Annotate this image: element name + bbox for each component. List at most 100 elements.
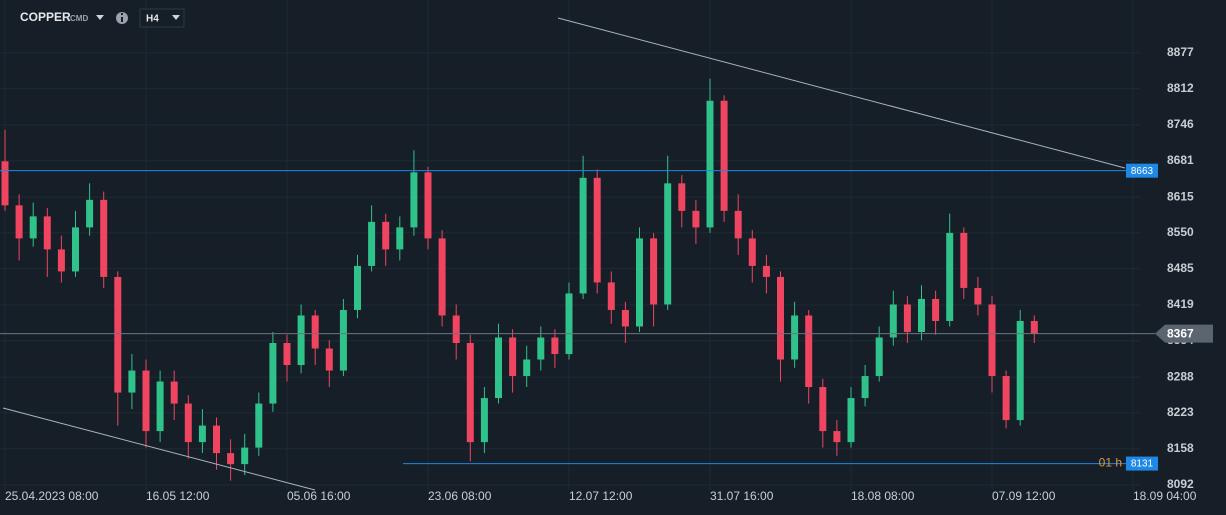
y-tick-label: 8746: [1167, 117, 1194, 131]
candle-body: [903, 304, 911, 332]
candle-body: [918, 298, 925, 332]
candle-body: [861, 376, 869, 399]
candle-body: [777, 276, 784, 360]
level-tag-label: 8131: [1131, 459, 1154, 470]
x-tick-label: 25.04.2023 08:00: [5, 489, 99, 503]
candle-body: [537, 337, 545, 360]
info-icon-mark: [121, 17, 123, 22]
candle-body: [241, 447, 249, 465]
candle-body: [791, 315, 799, 360]
x-tick-label: 12.07 12:00: [569, 489, 633, 503]
candle-body: [1030, 320, 1038, 334]
candle-body: [452, 315, 460, 343]
candle-body: [142, 370, 150, 432]
candle-body: [650, 238, 658, 305]
y-tick-label: 8288: [1167, 369, 1194, 383]
level-tag: [1126, 456, 1158, 471]
candle-body: [1, 161, 9, 206]
candle-body: [72, 227, 79, 272]
x-tick-label: 07.09 12:00: [992, 489, 1056, 503]
x-tick-label: 23.06 08:00: [428, 489, 492, 503]
candle-body: [480, 398, 488, 443]
last-price-label: 8367: [1167, 326, 1194, 340]
candle-body: [128, 370, 136, 393]
candle-body: [213, 425, 220, 454]
y-tick-label: 8092: [1167, 477, 1194, 491]
candle-body: [805, 315, 813, 388]
candle-body: [593, 177, 601, 283]
candle-body: [170, 381, 178, 404]
candle-body: [29, 216, 37, 239]
timeframe-box[interactable]: [139, 8, 185, 28]
candle-body: [311, 315, 319, 349]
candle-body: [565, 293, 573, 355]
candle-body: [664, 183, 672, 305]
candle-body: [325, 348, 333, 371]
candle-body: [748, 238, 756, 266]
candle-body: [692, 210, 700, 228]
dropdown-arrow[interactable]: [172, 15, 180, 20]
candle-body: [706, 100, 714, 228]
market: CMD: [70, 14, 88, 23]
y-tick-label: 8615: [1167, 189, 1194, 203]
candle-body: [621, 309, 629, 327]
candle-body: [833, 431, 841, 443]
y-tick-label: 8812: [1167, 81, 1194, 95]
candle-body: [382, 221, 390, 250]
candle-body: [932, 298, 940, 321]
candle-body: [819, 387, 827, 432]
x-tick-label: 05.06 16:00: [287, 489, 351, 503]
candle-body: [43, 216, 51, 250]
candle-body: [368, 221, 376, 266]
timeframe: H4: [146, 14, 159, 25]
candle-body: [579, 177, 587, 294]
candle-body: [227, 453, 235, 465]
candle-body: [847, 398, 855, 443]
candle-body: [762, 265, 770, 277]
info-icon-dot: [121, 13, 123, 15]
last-price-tag: [1155, 324, 1213, 343]
candle-body: [198, 425, 206, 443]
candle-body: [607, 282, 615, 310]
candle-body: [988, 304, 996, 377]
x-tick-label: 18.08 08:00: [851, 489, 915, 503]
candle-body: [297, 315, 305, 366]
candle-body: [720, 100, 728, 211]
candle-body: [57, 249, 65, 272]
candle-body: [636, 238, 643, 327]
plot: [1, 78, 1038, 481]
y-tick-label: 8877: [1167, 45, 1194, 59]
x-tick-label: 18.09 04:00: [1133, 489, 1197, 503]
symbol[interactable]: COPPER: [20, 10, 71, 24]
level-timer: 01 h: [1099, 456, 1122, 470]
candle-body: [974, 287, 982, 305]
candle-body: [354, 265, 361, 310]
level-tag: [1126, 163, 1158, 178]
candle-body: [438, 238, 446, 316]
candle-body: [960, 232, 968, 288]
trend-line: [557, 17, 1126, 169]
candle-body: [523, 359, 531, 377]
y-tick-label: 8681: [1167, 153, 1194, 167]
candle-body: [889, 304, 897, 338]
trend-line: [2, 407, 316, 491]
candle-body: [551, 337, 559, 355]
dropdown-arrow[interactable]: [96, 15, 104, 20]
candle-body: [184, 403, 192, 443]
candle-body: [396, 227, 404, 250]
y-tick-label: 8158: [1167, 441, 1194, 455]
candle-body: [269, 343, 277, 404]
x-tick-label: 16.05 12:00: [146, 489, 210, 503]
candle-body: [339, 309, 347, 371]
candle-body: [466, 343, 474, 443]
candle-body: [114, 276, 122, 393]
candle-body: [15, 205, 23, 239]
candle-body: [734, 210, 742, 239]
candle-body: [410, 172, 418, 228]
y-tick-label: 8550: [1167, 225, 1194, 239]
level-tag-label: 8663: [1131, 166, 1154, 177]
candle-body: [100, 199, 108, 277]
